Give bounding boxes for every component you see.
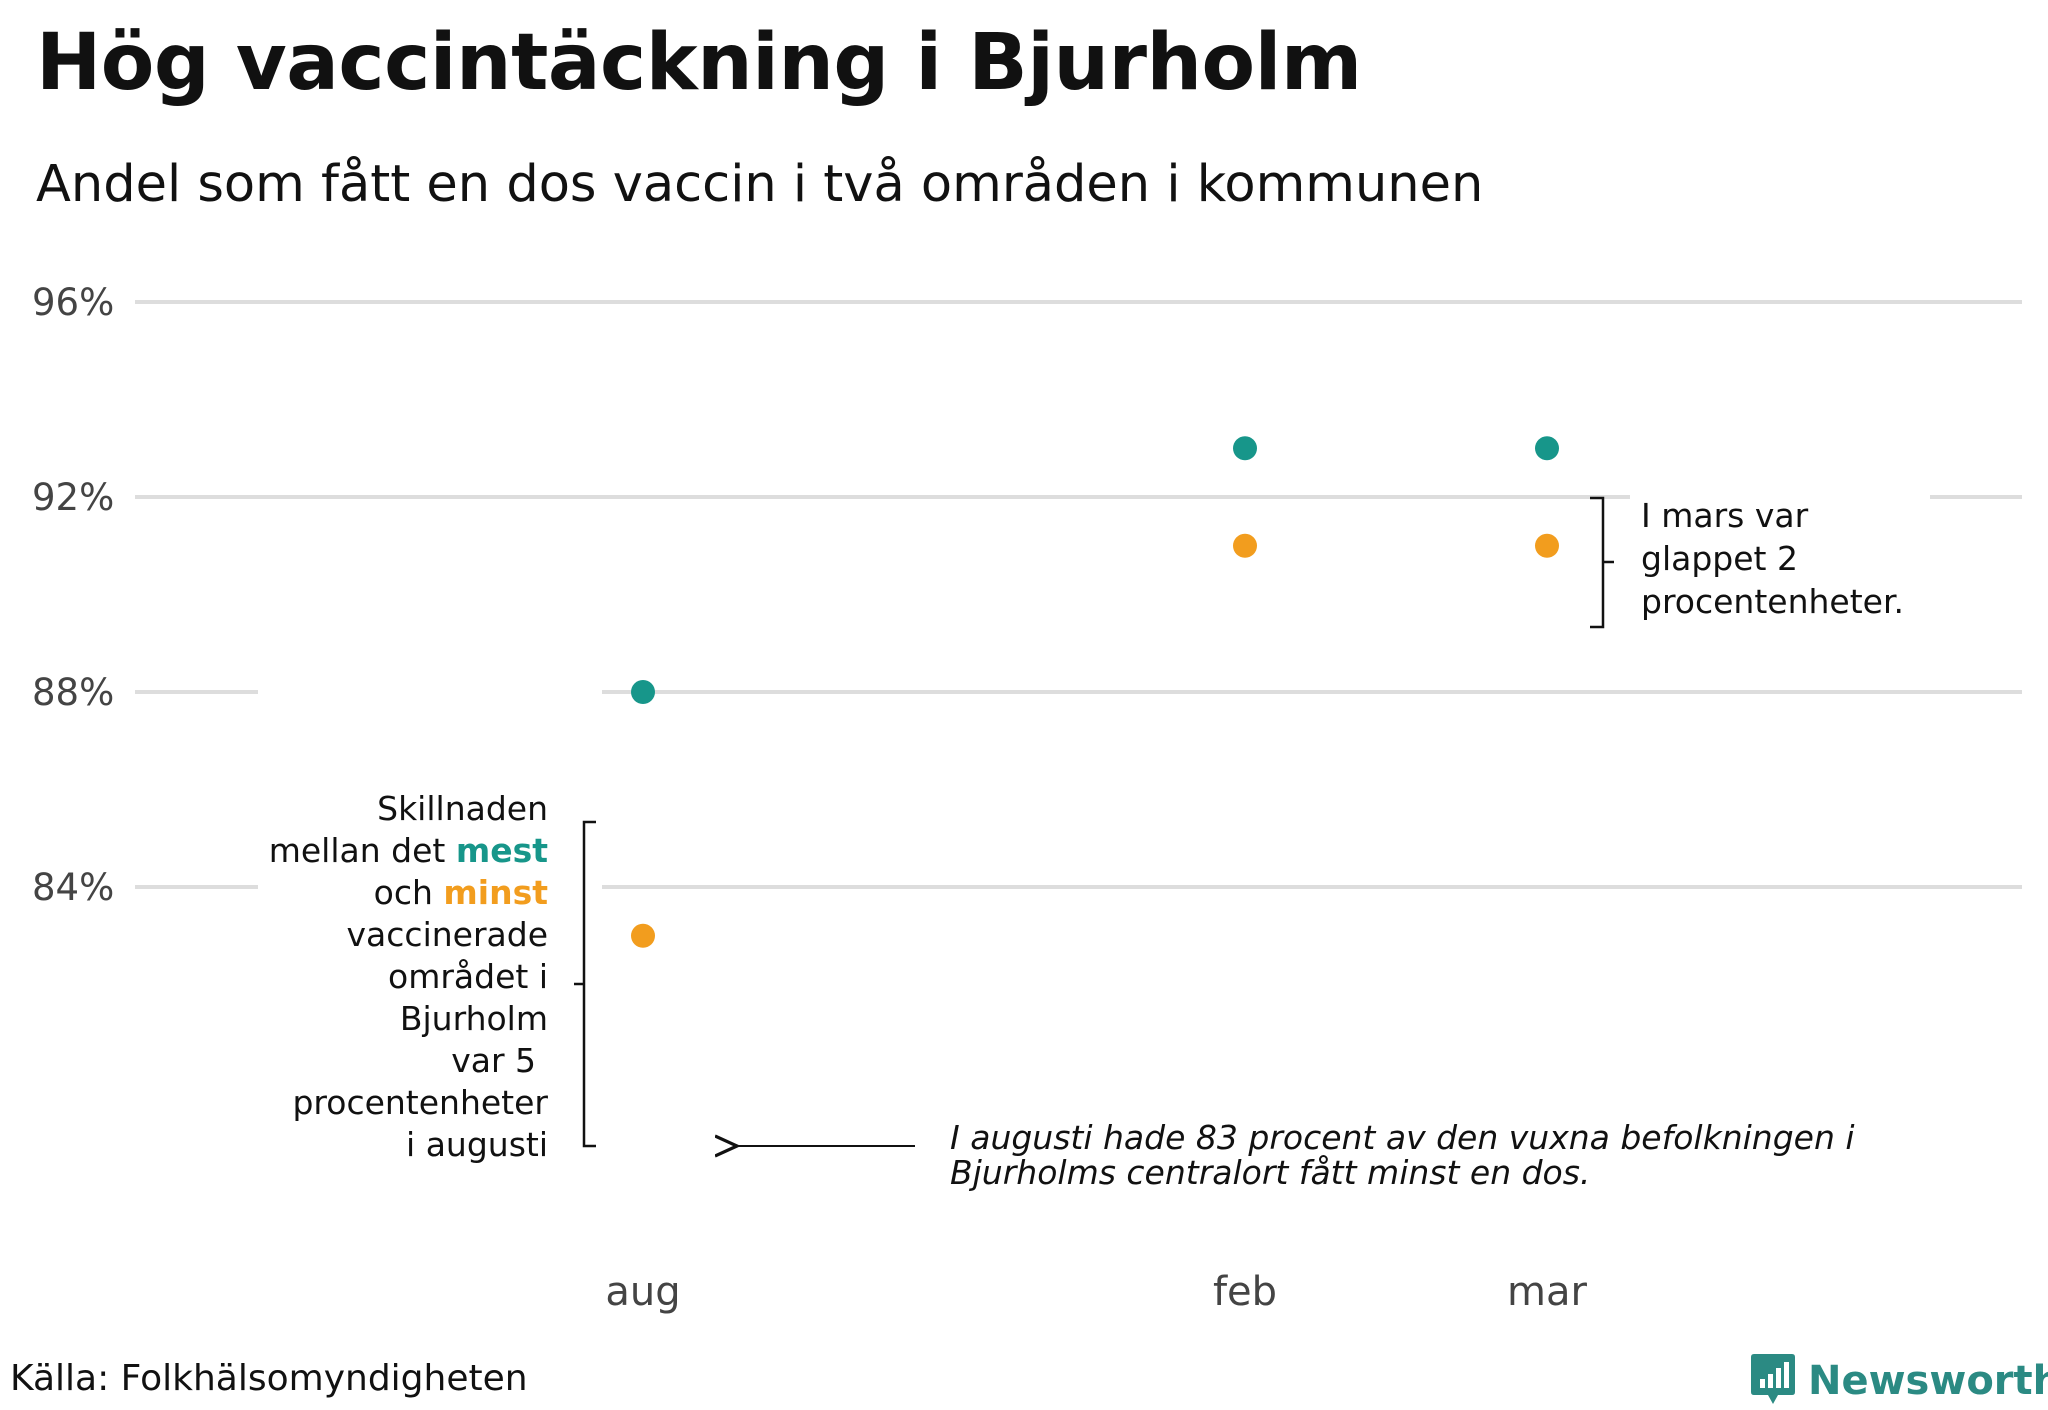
svg-text:var 5: var 5 <box>451 1041 536 1080</box>
svg-text:och minst: och minst <box>374 873 549 912</box>
svg-text:Bjurholms centralort fått mins: Bjurholms centralort fått minst en dos. <box>950 1153 1590 1192</box>
point-minst-aug <box>631 923 655 948</box>
annotation-left-line-3: och <box>374 873 444 912</box>
point-mest-mar <box>1535 436 1559 461</box>
annotation-right-line-1: I mars var <box>1641 496 1809 535</box>
point-minst-feb <box>1233 533 1257 558</box>
annotation-left-line-7: var 5 <box>451 1041 536 1080</box>
annotation-left-highlight-minst: minst <box>443 873 548 912</box>
newsworthy-logo-icon <box>1750 1352 1796 1410</box>
x-tick-label-aug: aug <box>605 1269 680 1315</box>
point-mest-feb <box>1233 436 1257 461</box>
left-bracket <box>574 820 596 1148</box>
annotation-left-line-1: Skillnaden <box>377 789 548 828</box>
x-tick-label-feb: feb <box>1213 1269 1277 1315</box>
annotation-left-line-5: området i <box>388 957 548 996</box>
brand-name: Newsworthy <box>1808 1358 2048 1404</box>
chart-subtitle: Andel som fått en dos vaccin i två områd… <box>36 155 1484 214</box>
y-tick-label: 84% <box>32 866 114 909</box>
svg-text:I mars var: I mars var <box>1641 496 1809 535</box>
x-tick-label-mar: mar <box>1507 1269 1587 1315</box>
annotation-bottom-line-1: I augusti hade 83 procent av den vuxna b… <box>950 1118 1855 1157</box>
annotation-right-line-2: glappet 2 <box>1641 539 1798 578</box>
svg-text:Skillnaden: Skillnaden <box>377 789 548 828</box>
svg-text:Bjurholm: Bjurholm <box>400 999 548 1038</box>
annotation-left-line-4: vaccinerade <box>347 915 548 954</box>
point-mest-aug <box>631 680 655 704</box>
svg-text:glappet 2: glappet 2 <box>1641 539 1798 578</box>
brand-logo: Newsworthy <box>1750 1352 2048 1410</box>
svg-text:I augusti hade 83 procent av d: I augusti hade 83 procent av den vuxna b… <box>950 1118 1855 1157</box>
annotation-left-line-8: procentenheter <box>292 1083 548 1122</box>
annotation-left-line-6: Bjurholm <box>400 999 548 1038</box>
y-tick-label: 92% <box>32 476 114 519</box>
point-minst-mar <box>1535 533 1559 558</box>
annotation-right-line-3: procentenheter. <box>1641 582 1904 621</box>
annotation-bottom-line-2: Bjurholms centralort fått minst en dos. <box>950 1153 1590 1192</box>
svg-text:procentenheter: procentenheter <box>292 1083 548 1122</box>
y-tick-label: 88% <box>32 671 114 714</box>
svg-text:procentenheter.: procentenheter. <box>1641 582 1904 621</box>
svg-text:vaccinerade: vaccinerade <box>347 915 548 954</box>
chart-title: Hög vaccintäckning i Bjurholm <box>36 18 1362 108</box>
svg-text:mellan det mest: mellan det mest <box>269 831 549 870</box>
annotation-left-line-9: i augusti <box>406 1125 548 1164</box>
svg-text:i augusti: i augusti <box>406 1125 548 1164</box>
right-bracket <box>1590 496 1614 629</box>
svg-text:området i: området i <box>388 957 548 996</box>
y-tick-label: 96% <box>32 281 114 324</box>
source-text: Källa: Folkhälsomyndigheten <box>10 1358 528 1399</box>
annotation-left-line-2: mellan det <box>269 831 456 870</box>
annotation-left-highlight-mest: mest <box>456 831 548 870</box>
